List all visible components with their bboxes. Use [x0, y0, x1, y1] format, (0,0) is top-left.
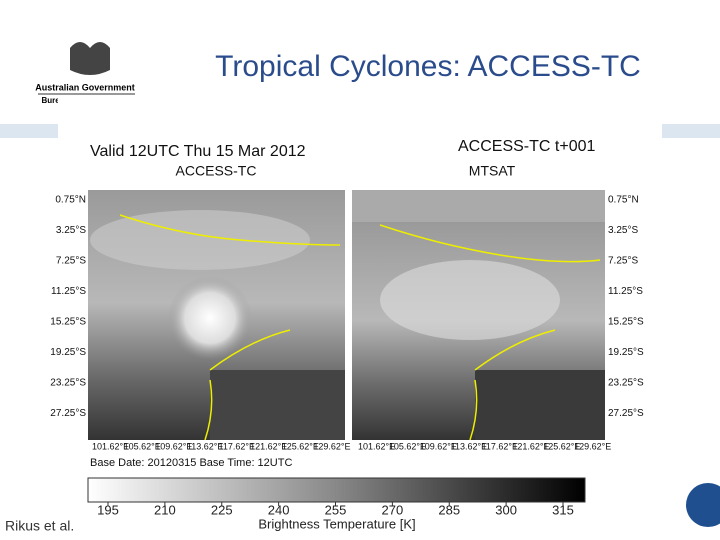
- lon-label: 105.62°E: [124, 441, 161, 451]
- tick-label: 285: [438, 502, 460, 517]
- base-time: Base Date: 20120315 Base Time: 12UTC: [90, 457, 292, 469]
- tick-label: 300: [495, 502, 517, 517]
- lon-label: 129.62°E: [313, 441, 350, 451]
- lon-label: 121.62°E: [250, 441, 287, 451]
- lon-label: 125.62°E: [543, 441, 580, 451]
- lon-label: 113.62°E: [187, 441, 223, 451]
- lon-label: 113.62°E: [451, 441, 487, 451]
- lon-label: 117.62°E: [219, 441, 255, 451]
- lat-label: 0.75°N: [55, 195, 86, 206]
- lon-label: 101.62°E: [358, 441, 395, 451]
- lon-label: 121.62°E: [512, 441, 549, 451]
- tick-label: 225: [211, 502, 233, 517]
- lon-label: 109.62°E: [420, 441, 457, 451]
- colorbar-ticks: 195 210 225 240 255 270 285 300 315: [97, 502, 574, 517]
- tick-label: 315: [552, 502, 574, 517]
- logo: Australian Government Bureau of Meteorol…: [35, 42, 135, 105]
- lat-label: 23.25°S: [50, 378, 86, 389]
- lat-label: 11.25°S: [608, 286, 643, 297]
- tick-label: 195: [97, 502, 119, 517]
- lat-label: 19.25°S: [608, 347, 644, 358]
- panel-label: MTSAT: [469, 163, 516, 179]
- slide-title: Tropical Cyclones: ACCESS-TC: [215, 50, 641, 83]
- run-label: ACCESS-TC t+001: [458, 138, 595, 155]
- lat-label: 15.25°S: [50, 317, 86, 328]
- image-panel: [88, 190, 345, 441]
- lat-label: 19.25°S: [50, 347, 86, 358]
- tick-label: 240: [268, 502, 290, 517]
- tick-label: 210: [154, 502, 176, 517]
- lon-label: 117.62°E: [482, 441, 518, 451]
- image-panel: [352, 190, 605, 441]
- lat-label: 11.25°S: [51, 286, 86, 297]
- lon-label: 101.62°E: [92, 441, 129, 451]
- lat-labels: 0.75°N 0.75°N 3.25°S 3.25°S 7.25°S 7.25°S 11.2…: [50, 195, 644, 420]
- lat-label: 7.25°S: [56, 256, 86, 267]
- valid-time: Valid 12UTC Thu 15 Mar 2012: [90, 143, 306, 160]
- colorbar: [87, 477, 586, 503]
- lat-label: 27.25°S: [50, 408, 86, 419]
- lon-label: 109.62°E: [155, 441, 192, 451]
- lon-label: 105.62°E: [389, 441, 426, 451]
- tick-label: 270: [382, 502, 404, 517]
- lon-label: 125.62°E: [282, 441, 319, 451]
- lat-label: 7.25°S: [608, 256, 638, 267]
- lon-label: 129.62°E: [574, 441, 611, 451]
- lat-label: 0.75°N: [608, 195, 639, 206]
- colorbar-label: Brightness Temperature [K]: [258, 516, 415, 531]
- lat-label: 23.25°S: [608, 378, 644, 389]
- lat-label: 27.25°S: [608, 408, 644, 419]
- agency: Australian Government: [35, 82, 135, 92]
- tick-label: 255: [325, 502, 347, 517]
- lat-label: 3.25°S: [608, 225, 638, 236]
- lat-label: 3.25°S: [56, 225, 86, 236]
- logo-text: SIRO: [699, 521, 717, 528]
- lat-label: 15.25°S: [608, 317, 644, 328]
- panel-label: ACCESS-TC: [176, 163, 257, 179]
- lon-labels: 101.62°E105.62°E109.62°E113.62°E117.62°E…: [92, 441, 611, 451]
- csiro-logo: SIRO: [686, 483, 720, 528]
- credit: Rikus et al.: [5, 518, 74, 534]
